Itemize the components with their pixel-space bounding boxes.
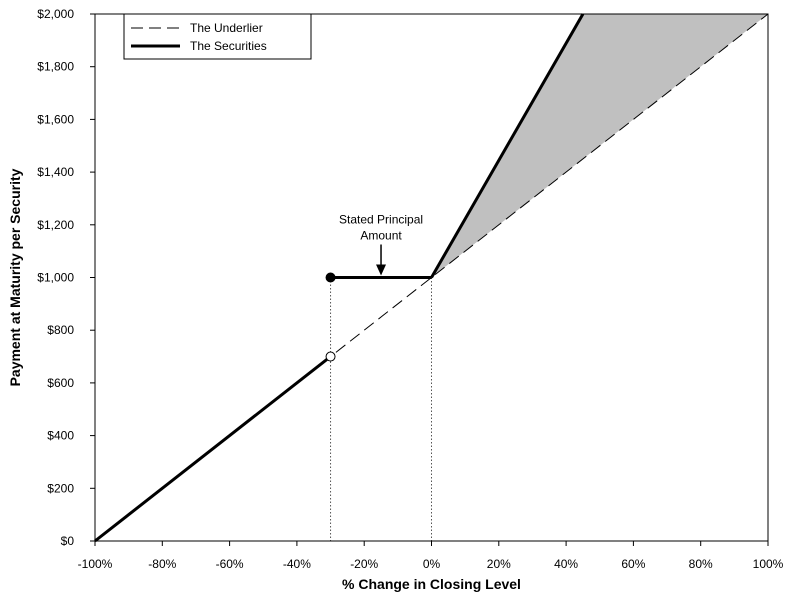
x-tick-label-0: -100% [78,557,113,571]
annotation-arrow-head [376,264,387,276]
x-tick-label-2: -60% [216,557,244,571]
y-tick-label-8: $1,600 [37,112,74,126]
series-line-the-underlier [94,13,769,542]
legend: The Underlier The Securities [123,13,312,60]
x-tick-label-3: -40% [283,557,311,571]
x-tick-label-4: -20% [350,557,378,571]
series-segment-the-securities-0 [94,355,332,543]
y-tick-label-2: $400 [47,429,74,443]
x-tick-label-7: 40% [554,557,578,571]
legend-label-securities: The Securities [190,39,267,53]
y-tick-label-5: $1,000 [37,271,74,285]
x-tick-label-1: -80% [148,557,176,571]
legend-label-underlier: The Underlier [190,21,263,35]
y-tick-label-7: $1,400 [37,165,74,179]
y-tick-label-1: $200 [47,481,74,495]
y-tick-label-4: $800 [47,323,74,337]
y-tick-label-3: $600 [47,376,74,390]
y-tick-label-0: $0 [61,534,75,548]
x-tick-label-8: 60% [621,557,645,571]
y-tick-label-10: $2,000 [37,7,74,21]
annotation-line-1: Stated Principal [339,213,423,227]
stated-principal-annotation: Stated Principal Amount [339,213,423,276]
x-tick-label-10: 100% [753,557,784,571]
x-tick-label-5: 0% [423,557,441,571]
x-tick-label-6: 20% [487,557,511,571]
y-tick-label-6: $1,200 [37,218,74,232]
annotation-line-2: Amount [360,229,402,243]
y-axis-label: Payment at Maturity per Security [7,168,23,386]
y-tick-label-9: $1,800 [37,60,74,74]
filled-point-0 [325,272,336,283]
series-segment-the-securities-2 [430,13,585,279]
open-point-1 [325,351,336,362]
x-axis-label: % Change in Closing Level [342,576,521,592]
x-tick-label-9: 80% [689,557,713,571]
legend-box [123,13,312,60]
